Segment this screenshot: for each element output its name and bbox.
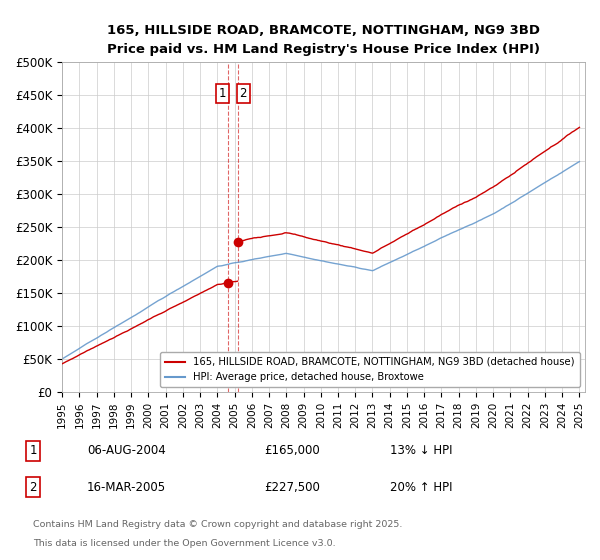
Text: 13% ↓ HPI: 13% ↓ HPI — [390, 444, 452, 458]
Text: Contains HM Land Registry data © Crown copyright and database right 2025.: Contains HM Land Registry data © Crown c… — [33, 520, 403, 529]
Text: 06-AUG-2004: 06-AUG-2004 — [87, 444, 166, 458]
Text: 1: 1 — [219, 87, 226, 100]
Title: 165, HILLSIDE ROAD, BRAMCOTE, NOTTINGHAM, NG9 3BD
Price paid vs. HM Land Registr: 165, HILLSIDE ROAD, BRAMCOTE, NOTTINGHAM… — [107, 24, 540, 56]
Text: 1: 1 — [29, 444, 37, 458]
Text: 16-MAR-2005: 16-MAR-2005 — [87, 480, 166, 494]
Text: £227,500: £227,500 — [264, 480, 320, 494]
Text: 2: 2 — [239, 87, 247, 100]
Text: £165,000: £165,000 — [264, 444, 320, 458]
Text: 2: 2 — [29, 480, 37, 494]
Text: 20% ↑ HPI: 20% ↑ HPI — [390, 480, 452, 494]
Text: This data is licensed under the Open Government Licence v3.0.: This data is licensed under the Open Gov… — [33, 539, 335, 548]
Legend: 165, HILLSIDE ROAD, BRAMCOTE, NOTTINGHAM, NG9 3BD (detached house), HPI: Average: 165, HILLSIDE ROAD, BRAMCOTE, NOTTINGHAM… — [160, 352, 580, 387]
